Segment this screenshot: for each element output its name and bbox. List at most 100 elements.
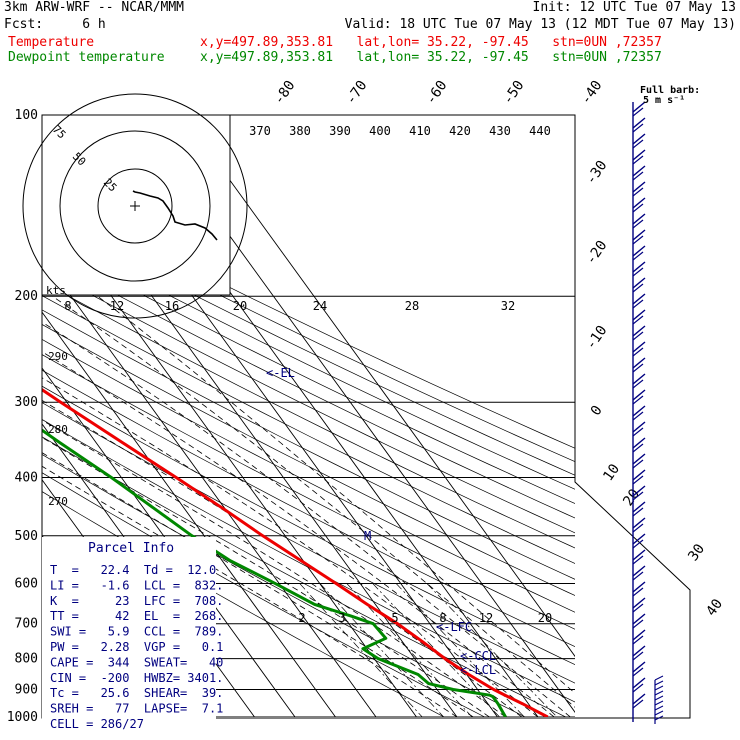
wind-barb — [632, 453, 646, 465]
wind-barb — [632, 357, 646, 369]
wind-legend-units: 5 m s⁻¹ — [643, 95, 685, 106]
wind-barb — [632, 555, 644, 565]
dry-adiabat-line — [42, 385, 575, 666]
wind-barb — [632, 549, 646, 561]
temperature-tick-label: 10 — [600, 461, 623, 484]
mixing-ratio-label: 20 — [538, 611, 552, 625]
wind-barb — [632, 523, 644, 533]
parcel-info-row: CELL = 286/27 — [50, 717, 144, 731]
wind-barb — [632, 427, 644, 437]
pressure-tick-label: 400 — [15, 470, 38, 485]
wind-barb — [632, 123, 644, 133]
valid-time: Valid: 18 UTC Tue 07 May 13 (12 MDT Tue … — [344, 17, 736, 32]
wind-barb-low — [654, 690, 664, 696]
wind-legend-title: Full barb: — [640, 85, 700, 96]
wind-barb — [632, 667, 644, 677]
wind-barb — [632, 565, 646, 577]
wind-barb — [632, 613, 646, 625]
theta-label: 380 — [289, 124, 311, 138]
wind-barb — [632, 363, 644, 373]
dry-adiabat-line — [42, 354, 575, 630]
wind-barb — [632, 507, 644, 517]
wind-barb — [632, 229, 646, 241]
wind-barb — [632, 197, 646, 209]
pressure-tick-label: 700 — [15, 617, 38, 632]
isotherm-line — [42, 255, 377, 717]
wind-barb — [632, 309, 646, 321]
temperature-tick-label: -40 — [578, 78, 606, 108]
dry-adiabat-line — [42, 309, 575, 580]
wind-barb — [632, 635, 644, 645]
dewpoint-legend: Dewpoint temperature — [8, 50, 165, 65]
wind-barb — [632, 155, 644, 165]
model-title: 3km ARW-WRF -- NCAR/MMM — [4, 0, 185, 15]
dry-adiabat-line — [42, 419, 575, 703]
wind-barb — [632, 341, 646, 353]
dry-adiabat-line — [42, 454, 526, 717]
mixing-ratio-label: 5 — [391, 611, 398, 625]
wind-barb — [632, 581, 646, 593]
wind-barb — [632, 411, 644, 421]
wind-barb — [632, 139, 644, 149]
wind-barbs — [632, 101, 664, 721]
wind-barb — [632, 219, 644, 229]
wind-speed-label: 8 — [64, 299, 71, 313]
dry-adiabat-line — [42, 203, 575, 462]
isotherm-line — [0, 115, 12, 717]
wind-barb — [632, 389, 646, 401]
wind-barb-low — [654, 695, 664, 701]
mixing-ratio-label: 8 — [439, 611, 446, 625]
mixing-ratio-label: 2 — [298, 611, 305, 625]
wind-speed-label: 12 — [110, 299, 124, 313]
wind-barb — [632, 235, 644, 245]
wind-barb — [632, 277, 646, 289]
pressure-tick-label: 300 — [15, 395, 38, 410]
mixing-ratio-line — [426, 583, 558, 717]
temperature-tick-label: -70 — [343, 78, 371, 108]
moist-adiabat-line — [52, 295, 575, 708]
wind-barb-low — [654, 700, 664, 706]
hodograph-ring — [59, 130, 211, 282]
dry-adiabat-line — [42, 241, 575, 504]
theta-label: 370 — [249, 124, 271, 138]
wind-barb — [632, 485, 646, 497]
dry-adiabat-line — [42, 215, 575, 476]
forecast-hour: Fcst: 6 h — [4, 17, 106, 32]
parcel-info-row: K = 23 LFC = 708. — [50, 594, 223, 608]
wind-speed-label: 16 — [165, 299, 179, 313]
dry-adiabat-line — [42, 267, 575, 534]
pressure-tick-label: 1000 — [7, 710, 38, 725]
wind-barb — [632, 373, 646, 385]
init-time: Init: 12 UTC Tue 07 May 13 — [532, 0, 737, 15]
wind-barb — [632, 181, 646, 193]
wind-barb — [632, 421, 646, 433]
parcel-info-title: Parcel Info — [88, 541, 174, 556]
wind-barb — [632, 379, 644, 389]
wind-barb — [632, 283, 644, 293]
pressure-tick-label: 500 — [15, 529, 38, 544]
temperature-tick-label: -20 — [583, 238, 611, 268]
dry-adiabat-line — [42, 254, 575, 519]
wind-barb — [632, 683, 644, 693]
wind-barb — [632, 267, 644, 277]
isotherm-line — [42, 311, 336, 717]
annotation-lcl: <-LCL — [460, 663, 496, 677]
parcel-info-row: SREH = 77 LAPSE= 7.1 — [50, 702, 223, 716]
wind-speed-label: 28 — [405, 299, 419, 313]
wind-barb — [632, 539, 644, 549]
wind-barb — [632, 459, 644, 469]
annotation-el: <-EL — [266, 366, 295, 380]
wind-barb — [632, 597, 646, 609]
parcel-info-background — [42, 537, 216, 722]
wind-speed-label: 20 — [233, 299, 247, 313]
pressure-tick-label: 600 — [15, 576, 38, 591]
wind-barb — [632, 437, 646, 449]
wind-barb — [632, 517, 646, 529]
wind-barb — [632, 619, 644, 629]
dry-adiabat-line — [42, 402, 575, 684]
wind-barb — [632, 299, 644, 309]
wind-barb — [632, 661, 646, 673]
temperature-profile — [42, 387, 549, 717]
wind-barb — [632, 101, 646, 113]
